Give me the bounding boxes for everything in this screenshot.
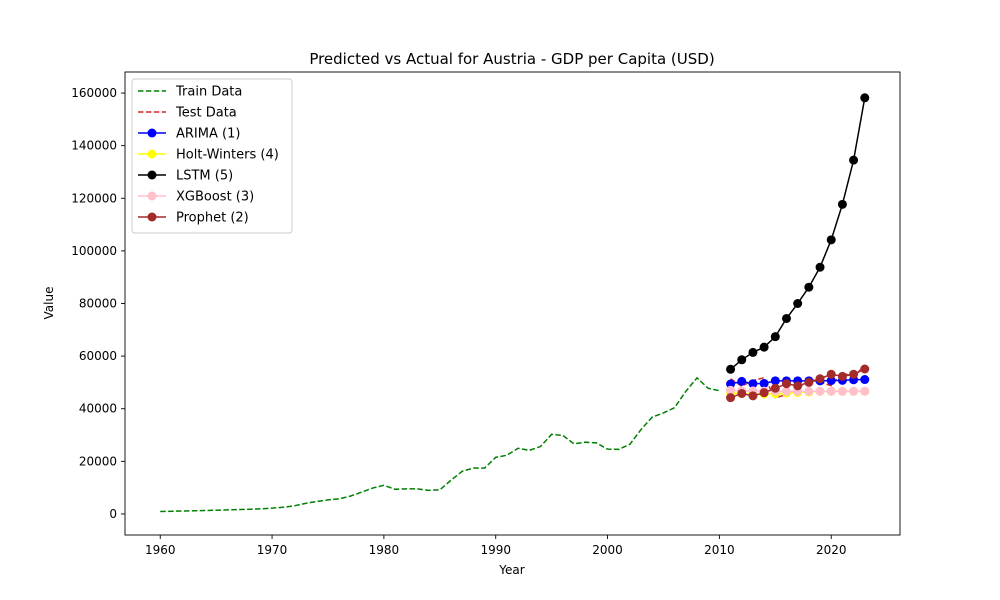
data-point [748, 347, 758, 357]
data-point [826, 235, 836, 245]
y-tick-label: 100000 [71, 244, 117, 258]
series-line [160, 376, 720, 513]
legend-label: XGBoost (3) [176, 190, 254, 205]
data-point [726, 393, 736, 403]
data-point [837, 386, 847, 396]
legend-entry: LSTM (5) [138, 169, 233, 184]
x-tick-label: 2020 [816, 543, 847, 557]
x-tick-label: 1980 [369, 543, 400, 557]
data-point [815, 374, 825, 384]
x-tick-label: 1960 [145, 543, 176, 557]
series-4 [726, 93, 870, 374]
legend-marker [147, 212, 157, 222]
x-tick-label: 2000 [592, 543, 623, 557]
data-point [860, 364, 870, 374]
y-tick-label: 80000 [79, 297, 117, 311]
legend-label: Train Data [175, 85, 242, 100]
x-tick-label: 1990 [480, 543, 511, 557]
data-point [748, 391, 758, 401]
data-point [849, 369, 859, 379]
y-tick-label: 40000 [79, 402, 117, 416]
data-point [815, 262, 825, 272]
y-tick-label: 160000 [71, 86, 117, 100]
data-point [737, 388, 747, 398]
data-point [781, 313, 791, 323]
legend-marker [147, 149, 157, 159]
data-point [748, 379, 758, 389]
legend-marker [147, 170, 157, 180]
legend-entry: Holt-Winters (4) [138, 148, 279, 163]
series-0 [160, 376, 720, 513]
y-axis-title: Value [42, 287, 56, 320]
y-tick-label: 140000 [71, 139, 117, 153]
data-point [781, 379, 791, 389]
data-point [804, 377, 814, 387]
legend-marker [147, 191, 157, 201]
data-point [860, 375, 870, 385]
data-point [826, 376, 836, 386]
y-tick-label: 20000 [79, 454, 117, 468]
data-point [826, 369, 836, 379]
data-point [759, 388, 769, 398]
data-point [860, 386, 870, 396]
data-point [770, 332, 780, 342]
legend-label: Holt-Winters (4) [176, 148, 279, 163]
legend: Train Data Test Data ARIMA (1) Holt-Winters… [131, 78, 293, 234]
y-tick-label: 0 [109, 507, 117, 521]
legend-label: ARIMA (1) [176, 127, 240, 142]
legend-entry: Train Data [138, 85, 242, 100]
data-point [837, 371, 847, 381]
axes: 1960 1970 1980 1990 2000 2010 2020 0 20000 40000 6… [71, 71, 901, 557]
data-point [781, 386, 791, 396]
data-point [737, 355, 747, 365]
data-point [815, 386, 825, 396]
data-point [837, 199, 847, 209]
legend-label: LSTM (5) [176, 169, 233, 184]
series-6 [726, 364, 870, 403]
x-axis-title: Year [498, 563, 524, 577]
legend-entry: ARIMA (1) [138, 127, 240, 142]
data-point [737, 376, 747, 386]
data-point [849, 386, 859, 396]
chart-title: Predicted vs Actual for Austria - GDP pe… [309, 50, 714, 68]
plot-area [160, 93, 870, 513]
x-tick-label: 2010 [704, 543, 735, 557]
data-point [793, 381, 803, 391]
data-point [726, 385, 736, 395]
data-point [759, 378, 769, 388]
data-point [726, 364, 736, 374]
data-point [793, 299, 803, 308]
x-tick-label: 1970 [257, 543, 288, 557]
data-point [759, 342, 769, 352]
data-point [849, 155, 859, 165]
data-point [770, 376, 780, 386]
legend-label: Prophet (2) [176, 211, 249, 226]
data-point [804, 386, 814, 396]
data-point [860, 93, 870, 103]
data-point [826, 386, 836, 396]
data-point [726, 379, 736, 389]
legend-entry: Prophet (2) [138, 211, 249, 226]
legend-entry: Test Data [138, 106, 237, 121]
y-tick-label: 120000 [71, 191, 117, 205]
data-point [804, 282, 814, 292]
legend-box [131, 78, 293, 234]
legend-entry: XGBoost (3) [138, 190, 254, 205]
legend-marker [147, 128, 157, 138]
y-tick-label: 60000 [79, 349, 117, 363]
legend-label: Test Data [175, 106, 237, 121]
data-point [770, 383, 780, 393]
